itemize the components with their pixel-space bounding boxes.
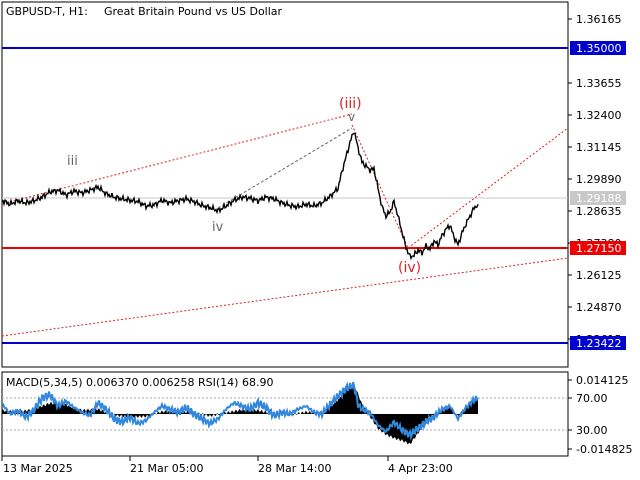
price-axis: 1.36165 1.33655 1.32400 1.31145 1.29890 … bbox=[568, 13, 622, 346]
wave-label-iii-red: (iii) bbox=[339, 96, 362, 112]
lower-blue-level-tag[interactable]: 1.23422 bbox=[570, 336, 626, 350]
price-tick: 1.32400 bbox=[576, 109, 622, 122]
indicator-legend: MACD(5,34,5) 0.006370 0.006258 RSI(14) 6… bbox=[6, 376, 273, 389]
price-tick: 1.26125 bbox=[576, 269, 622, 282]
wave-label-iii-gray: iii bbox=[67, 154, 78, 169]
lower-channel-line[interactable] bbox=[1, 257, 569, 337]
wave-label-iv-gray: iv bbox=[212, 220, 224, 235]
upper-blue-level-label: 1.35000 bbox=[576, 42, 622, 55]
symbol-timeframe: GBPUSD-T, H1: bbox=[6, 5, 88, 18]
symbol-description: Great Britain Pound vs US Dollar bbox=[104, 5, 283, 18]
current-price-label: 1.29188 bbox=[576, 192, 622, 205]
wave-label-iv-red: (iv) bbox=[398, 260, 421, 276]
indicator-tick: -0.014825 bbox=[576, 443, 632, 456]
wave-iv-projection-line[interactable] bbox=[407, 127, 569, 249]
time-label: 4 Apr 23:00 bbox=[388, 462, 453, 475]
price-tick: 1.28635 bbox=[576, 205, 622, 218]
time-axis: 13 Mar 2025 21 Mar 05:00 28 Mar 14:00 4 … bbox=[1, 456, 453, 475]
indicator-axis: 0.014125 70.00 30.00 -0.014825 bbox=[568, 374, 632, 456]
indicator-tick: 70.00 bbox=[576, 392, 608, 405]
price-line-series bbox=[1, 132, 479, 261]
red-level-label: 1.27150 bbox=[576, 242, 622, 255]
price-tick: 1.33655 bbox=[576, 77, 622, 90]
time-label: 13 Mar 2025 bbox=[3, 462, 73, 475]
time-label: 28 Mar 14:00 bbox=[258, 462, 331, 475]
red-level-tag[interactable]: 1.27150 bbox=[570, 241, 626, 255]
time-label: 21 Mar 05:00 bbox=[130, 462, 203, 475]
price-tick: 1.31145 bbox=[576, 141, 622, 154]
price-tick: 1.24870 bbox=[576, 301, 622, 314]
rsi-line-series bbox=[1, 381, 479, 441]
indicator-tick: 0.014125 bbox=[576, 374, 629, 387]
upper-blue-level-tag[interactable]: 1.35000 bbox=[570, 41, 626, 55]
wave-iii-iv-line[interactable] bbox=[351, 124, 409, 249]
macd-histogram bbox=[2, 382, 478, 445]
current-price-tag: 1.29188 bbox=[570, 191, 626, 205]
price-tick: 1.36165 bbox=[576, 13, 622, 26]
lower-blue-level-label: 1.23422 bbox=[576, 337, 622, 350]
price-tick: 1.29890 bbox=[576, 173, 622, 186]
indicator-tick: 30.00 bbox=[576, 424, 608, 437]
wave-label-v-gray: v bbox=[348, 110, 355, 124]
price-pane[interactable] bbox=[1, 1, 569, 368]
